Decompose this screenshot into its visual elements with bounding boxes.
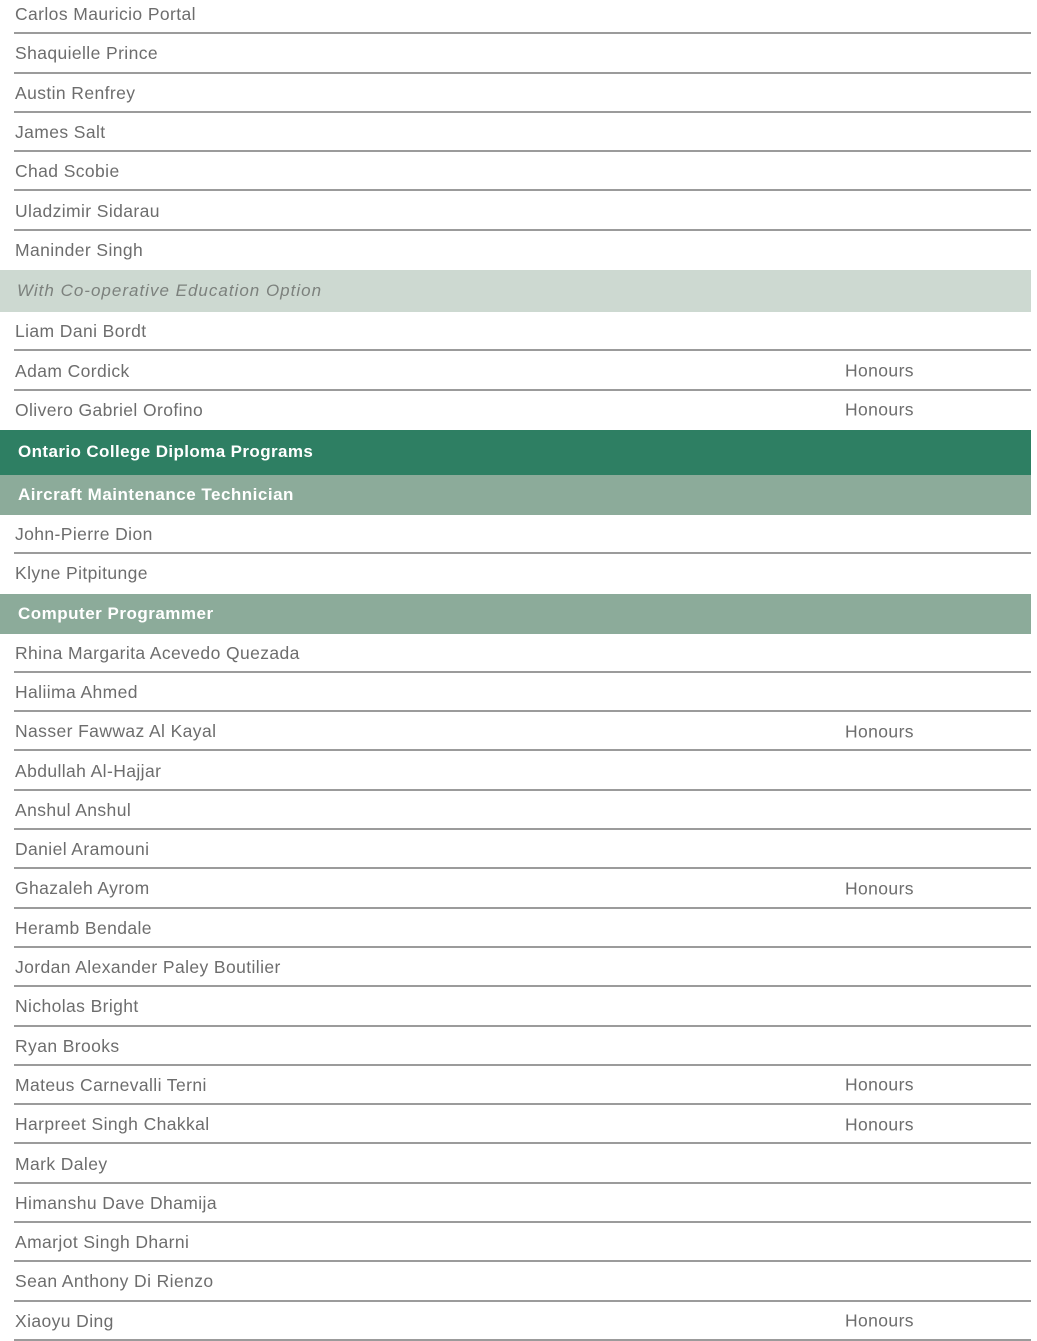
graduate-row: Amarjot Singh Dharni bbox=[0, 1223, 1031, 1263]
honours-badge: Honours bbox=[845, 1074, 914, 1095]
graduate-name: Daniel Aramouni bbox=[15, 839, 150, 860]
graduate-row: Carlos Mauricio Portal bbox=[0, 0, 1031, 35]
graduate-row: Klyne Pitpitunge bbox=[0, 554, 1031, 593]
program-label: Aircraft Maintenance Technician bbox=[18, 484, 294, 504]
graduate-name: Austin Renfrey bbox=[15, 82, 136, 103]
graduate-row: Uladzimir Sidarau bbox=[0, 191, 1031, 232]
graduate-row: Ghazaleh Ayrom Honours bbox=[0, 869, 1031, 909]
graduate-name: Harpreet Singh Chakkal bbox=[15, 1114, 210, 1135]
graduate-name: Chad Scobie bbox=[15, 161, 120, 182]
graduate-row: Daniel Aramouni bbox=[0, 830, 1031, 870]
graduate-name: Heramb Bendale bbox=[15, 917, 152, 938]
graduate-name: Jordan Alexander Paley Boutilier bbox=[15, 957, 281, 978]
graduate-name: Abdullah Al-Hajjar bbox=[15, 760, 162, 781]
diploma-programs-label: Ontario College Diploma Programs bbox=[18, 442, 314, 462]
honours-badge: Honours bbox=[845, 878, 914, 899]
graduate-name: Maninder Singh bbox=[15, 239, 144, 260]
graduate-row: Mateus Carnevalli Terni Honours bbox=[0, 1066, 1031, 1106]
graduate-row: Shaquielle Prince bbox=[0, 34, 1031, 74]
graduate-row: Sean Anthony Di Rienzo bbox=[0, 1262, 1031, 1302]
graduate-row: Rhina Margarita Acevedo Quezada bbox=[0, 634, 1031, 674]
graduate-name: John-Pierre Dion bbox=[15, 524, 153, 545]
coop-option-label: With Co-operative Education Option bbox=[17, 281, 323, 301]
graduate-name: Rhina Margarita Acevedo Quezada bbox=[15, 642, 300, 663]
coop-option-header: With Co-operative Education Option bbox=[0, 270, 1031, 313]
graduate-row: Harpreet Singh Chakkal Honours bbox=[0, 1105, 1031, 1145]
graduate-row: Heramb Bendale bbox=[0, 909, 1031, 949]
honours-badge: Honours bbox=[845, 721, 914, 742]
graduate-name: Klyne Pitpitunge bbox=[15, 563, 148, 584]
graduate-row: Nicholas Bright bbox=[0, 987, 1031, 1027]
graduate-name: Haliima Ahmed bbox=[15, 682, 138, 702]
program-label: Computer Programmer bbox=[18, 603, 214, 623]
honours-badge: Honours bbox=[845, 399, 914, 420]
diploma-programs-header: Ontario College Diploma Programs bbox=[0, 429, 1031, 475]
graduate-row: Chad Scobie bbox=[0, 152, 1031, 192]
graduate-row: Maninder Singh bbox=[0, 231, 1031, 270]
graduate-name: Himanshu Dave Dhamija bbox=[15, 1192, 217, 1213]
graduate-name: Anshul Anshul bbox=[15, 799, 132, 820]
graduate-name: Carlos Mauricio Portal bbox=[15, 4, 196, 25]
graduate-name: Mark Daley bbox=[15, 1153, 108, 1174]
graduate-row: Mark Daley bbox=[0, 1144, 1031, 1185]
graduate-name: Nasser Fawwaz Al Kayal bbox=[15, 721, 217, 742]
graduate-row: Adam Cordick Honours bbox=[0, 351, 1031, 391]
graduate-name: Adam Cordick bbox=[15, 360, 130, 381]
graduate-row: Olivero Gabriel Orofino Honours bbox=[0, 391, 1031, 430]
graduate-row: Nasser Fawwaz Al Kayal Honours bbox=[0, 712, 1031, 752]
graduate-name: Xiaoyu Ding bbox=[15, 1310, 114, 1331]
graduate-row: James Salt bbox=[0, 113, 1031, 153]
graduate-name: Uladzimir Sidarau bbox=[15, 200, 160, 221]
program-header: Computer Programmer bbox=[0, 593, 1031, 634]
honours-badge: Honours bbox=[845, 1310, 914, 1331]
graduate-name: Ryan Brooks bbox=[15, 1035, 120, 1056]
graduate-row: Austin Renfrey bbox=[0, 74, 1031, 114]
graduate-row: Abdullah Al-Hajjar bbox=[0, 751, 1031, 792]
graduate-name: Mateus Carnevalli Terni bbox=[15, 1074, 207, 1095]
graduate-name: Nicholas Bright bbox=[15, 996, 139, 1017]
graduate-name: Shaquielle Prince bbox=[15, 43, 158, 64]
graduate-row: Liam Dani Bordt bbox=[0, 312, 1031, 352]
graduate-name: Olivero Gabriel Orofino bbox=[15, 399, 204, 420]
graduate-row: Himanshu Dave Dhamija bbox=[0, 1184, 1031, 1224]
graduate-row: Ryan Brooks bbox=[0, 1027, 1031, 1067]
graduate-name: Liam Dani Bordt bbox=[15, 321, 147, 342]
program-header: Aircraft Maintenance Technician bbox=[0, 474, 1031, 515]
graduate-name: Ghazaleh Ayrom bbox=[15, 878, 150, 899]
graduate-row: Anshul Anshul bbox=[0, 791, 1031, 831]
honours-badge: Honours bbox=[845, 1114, 914, 1135]
graduate-name: James Salt bbox=[15, 122, 106, 143]
graduate-row: Xiaoyu Ding Honours bbox=[0, 1302, 1031, 1341]
graduate-name: Amarjot Singh Dharni bbox=[15, 1232, 190, 1253]
graduate-row: Jordan Alexander Paley Boutilier bbox=[0, 948, 1031, 988]
honours-badge: Honours bbox=[845, 360, 914, 381]
graduate-name: Sean Anthony Di Rienzo bbox=[15, 1271, 214, 1292]
graduate-row: John-Pierre Dion bbox=[0, 515, 1031, 555]
graduate-row: Haliima Ahmed bbox=[0, 673, 1031, 713]
